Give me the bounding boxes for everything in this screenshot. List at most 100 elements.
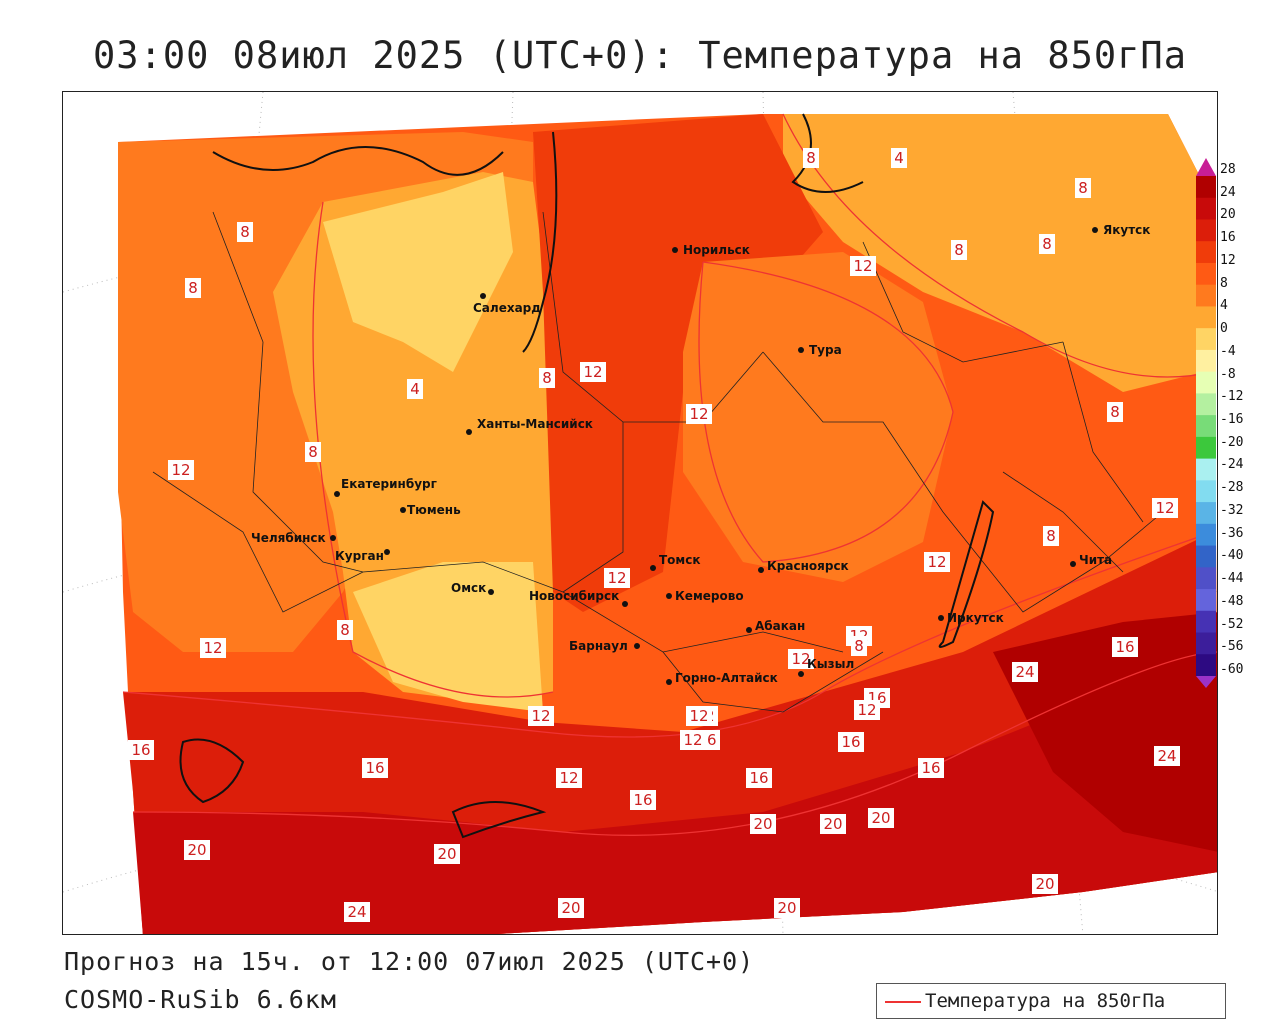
zone-mongolia-24	[993, 612, 1217, 852]
zone-northeast-orange	[783, 114, 1213, 392]
legend: Температура на 850гПа	[876, 983, 1226, 1019]
colorbar-segment	[1196, 632, 1216, 655]
isotherm-label-box	[344, 902, 370, 922]
isotherm-label-box	[434, 844, 460, 864]
isotherm-label: 16	[131, 741, 150, 759]
colorbar-tick-label: -12	[1220, 389, 1244, 405]
colorbar-tick-label: -52	[1220, 616, 1244, 632]
city-marker	[634, 643, 640, 649]
isotherm-label: 12	[607, 569, 626, 587]
city-marker	[466, 429, 472, 435]
cities: Норильск Якутск Салехард Тура Ханты-Мансийск…	[251, 223, 1150, 685]
isotherm-label-box	[851, 636, 867, 656]
isotherm-label-box	[1107, 402, 1123, 422]
isotherm-label: 4	[894, 149, 904, 167]
map-canvas: 8 4 8 8 8 12 8 8 12 12 12 8 4 8 12 8 12 12 12 8 8 12 16 12 12 16 1…	[63, 92, 1217, 934]
isotherm-label: 16	[921, 759, 940, 777]
city-label: Красноярск	[767, 559, 849, 573]
city-label: Томск	[659, 553, 701, 567]
isotherm-label-box	[1039, 234, 1055, 254]
isotherm-label: 12	[689, 707, 708, 725]
city-marker	[400, 507, 406, 513]
colorbar-segment	[1196, 545, 1216, 568]
colorbar-segment	[1196, 371, 1216, 394]
colorbar-tick-label: -44	[1220, 571, 1244, 587]
colorbar-segment	[1196, 219, 1216, 242]
isotherm-label-box	[924, 552, 950, 572]
isotherm-label: 8	[1110, 403, 1120, 421]
city-label: Чита	[1079, 553, 1112, 567]
city-marker	[334, 491, 340, 497]
colorbar-segment	[1196, 502, 1216, 525]
isotherm-label: 20	[753, 815, 772, 833]
city-marker	[746, 627, 752, 633]
city-marker	[384, 549, 390, 555]
zone-yamal-cool	[323, 172, 513, 372]
isotherm-label-box	[185, 278, 201, 298]
coastlines	[179, 113, 995, 839]
city-label: Кызыл	[807, 657, 854, 671]
temperature-map: 8 4 8 8 8 12 8 8 12 12 12 8 4 8 12 8 12 12 12 8 8 12 16 12 12 16 1…	[62, 91, 1218, 935]
city-label: Кемерово	[675, 589, 744, 603]
isotherm-label: 24	[347, 903, 366, 921]
colorbar-arrow-top	[1196, 158, 1216, 176]
colorbar-segment	[1196, 284, 1216, 307]
isotherm-label: 8	[954, 241, 964, 259]
isotherm-label: 12	[689, 405, 708, 423]
isotherm-label-box	[580, 362, 606, 382]
city-marker	[1092, 227, 1098, 233]
legend-line-swatch	[885, 1001, 921, 1003]
isotherm-label-box	[1012, 662, 1038, 682]
colorbar-tick-label: 28	[1220, 162, 1236, 177]
isotherm-label-box	[788, 649, 814, 669]
colorbar-segment	[1196, 610, 1216, 634]
city-marker	[798, 671, 804, 677]
isotherm-label: 12	[791, 650, 810, 668]
isotherm-label: 12	[683, 731, 702, 749]
isotherm-label-box	[528, 706, 554, 726]
colorbar-tick-label: -16	[1220, 412, 1244, 427]
colorbar-segment	[1196, 436, 1216, 460]
city-label: Барнаул	[569, 639, 628, 653]
isotherm-label: 16	[365, 759, 384, 777]
colorbar-segment	[1196, 458, 1216, 481]
isotherm-label: 12	[1155, 499, 1174, 517]
isotherm-label-box	[1075, 178, 1091, 198]
colorbar-segment	[1196, 328, 1216, 351]
isotherm-label: 8	[308, 443, 318, 461]
isotherm-label: 12	[559, 769, 578, 787]
city-label: Норильск	[683, 243, 750, 257]
legend-label: Температура на 850гПа	[925, 990, 1166, 1012]
colorbar-segment	[1196, 241, 1216, 264]
model-info: COSMO-RuSib 6.6км	[64, 985, 337, 1014]
city-label: Абакан	[755, 619, 805, 633]
isotherm-label-box	[1112, 637, 1138, 657]
colorbar-tick-label: -40	[1220, 548, 1244, 564]
region-borders	[152, 211, 1164, 713]
isotherm-label: 20	[1035, 875, 1054, 893]
isotherm-label: 12	[531, 707, 550, 725]
city-label: Челябинск	[251, 531, 326, 545]
city-marker	[330, 535, 336, 541]
isotherm-label: 12	[203, 639, 222, 657]
colorbar-tick-label: 20	[1220, 207, 1236, 223]
isotherm-label: 20	[871, 809, 890, 827]
map-title: 03:00 08июл 2025 (UTC+0): Температура на…	[93, 34, 1187, 77]
isotherm-label-box	[750, 814, 776, 834]
city-label: Тура	[809, 343, 842, 357]
isotherm-label-box	[838, 732, 864, 752]
city-label: Омск	[451, 581, 486, 595]
isotherm-label-box	[305, 442, 321, 462]
city-label: Иркутск	[947, 611, 1004, 625]
colorbar-tick-label: -4	[1220, 343, 1236, 359]
colorbar-tick-label: 24	[1220, 184, 1236, 200]
zone-south-20	[133, 652, 1217, 934]
isotherm-label: 8	[188, 279, 198, 297]
isotherm-label: 12	[927, 553, 946, 571]
colorbar-segment	[1196, 654, 1216, 677]
isotherm-label: 8	[340, 621, 350, 639]
colorbar-tick-label: -36	[1220, 525, 1244, 541]
isotherm-label-box	[407, 379, 423, 399]
city-marker	[666, 679, 672, 685]
isotherm-label: 8	[542, 369, 552, 387]
